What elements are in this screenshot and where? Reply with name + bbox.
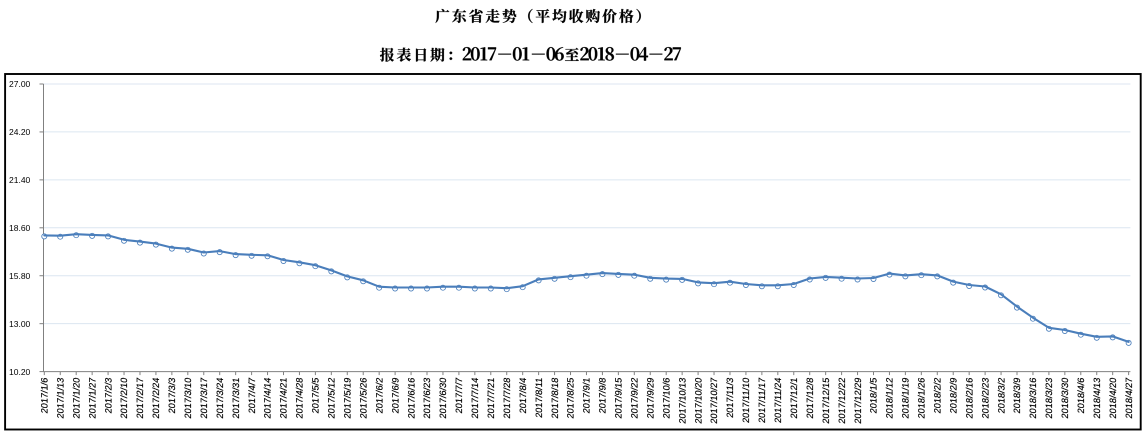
svg-text:2018/4/13: 2018/4/13: [1092, 377, 1102, 419]
svg-text:2017/1/20: 2017/1/20: [71, 377, 81, 419]
svg-text:2017/10/6: 2017/10/6: [661, 377, 671, 419]
svg-text:2017/4/7: 2017/4/7: [247, 377, 257, 414]
svg-text:2018/4/27: 2018/4/27: [1124, 377, 1134, 419]
svg-text:2017/10/13: 2017/10/13: [677, 377, 687, 424]
svg-text:2018/1/19: 2018/1/19: [901, 377, 911, 419]
svg-text:2018/3/9: 2018/3/9: [1012, 377, 1022, 414]
svg-text:2018/3/2: 2018/3/2: [996, 377, 1006, 414]
svg-text:2018/3/23: 2018/3/23: [1044, 377, 1054, 419]
svg-text:2017/9/1: 2017/9/1: [582, 377, 592, 414]
svg-text:13.00: 13.00: [9, 319, 31, 329]
svg-text:2017/6/30: 2017/6/30: [438, 377, 448, 419]
svg-text:2018/2/23: 2018/2/23: [980, 377, 990, 419]
svg-text:2018/1/26: 2018/1/26: [917, 377, 927, 419]
svg-text:2017/7/28: 2017/7/28: [502, 377, 512, 419]
svg-text:2017/2/3: 2017/2/3: [103, 377, 113, 414]
svg-text:2017/1/13: 2017/1/13: [55, 377, 65, 419]
svg-text:2018/3/16: 2018/3/16: [1028, 377, 1038, 419]
svg-text:2018/4/20: 2018/4/20: [1108, 377, 1118, 419]
svg-text:2017/3/17: 2017/3/17: [199, 377, 209, 419]
svg-text:2017/6/2: 2017/6/2: [374, 377, 384, 414]
svg-text:2017/12/15: 2017/12/15: [821, 377, 831, 424]
svg-text:2017/4/21: 2017/4/21: [279, 377, 289, 419]
svg-text:2017/11/10: 2017/11/10: [741, 377, 751, 424]
svg-text:15.80: 15.80: [9, 271, 31, 281]
svg-text:2017/6/16: 2017/6/16: [406, 377, 416, 419]
svg-text:27.00: 27.00: [9, 79, 31, 89]
svg-text:2017/7/7: 2017/7/7: [454, 377, 464, 414]
svg-text:2017/12/1: 2017/12/1: [789, 377, 799, 419]
svg-text:2017/11/17: 2017/11/17: [757, 377, 767, 424]
svg-text:2017/11/24: 2017/11/24: [773, 377, 783, 424]
svg-text:2017/9/22: 2017/9/22: [630, 377, 640, 419]
svg-text:2018/3/30: 2018/3/30: [1060, 377, 1070, 419]
svg-text:2017/2/17: 2017/2/17: [135, 377, 145, 419]
svg-text:2018/1/12: 2018/1/12: [885, 377, 895, 419]
svg-text:2017/2/10: 2017/2/10: [119, 377, 129, 419]
svg-text:2017/12/22: 2017/12/22: [837, 377, 847, 424]
svg-text:2017/3/10: 2017/3/10: [183, 377, 193, 419]
svg-text:2018/2/9: 2018/2/9: [948, 377, 958, 414]
svg-text:2017/8/18: 2017/8/18: [550, 377, 560, 419]
svg-text:2017/10/27: 2017/10/27: [709, 377, 719, 424]
svg-text:2017/6/9: 2017/6/9: [390, 377, 400, 414]
svg-text:2017/7/14: 2017/7/14: [470, 377, 480, 419]
svg-text:2017/9/29: 2017/9/29: [645, 377, 655, 419]
svg-text:2017/8/11: 2017/8/11: [534, 377, 544, 418]
svg-text:2017/10/20: 2017/10/20: [693, 377, 703, 424]
svg-text:2017/5/12: 2017/5/12: [327, 377, 337, 419]
svg-text:18.60: 18.60: [9, 223, 31, 233]
svg-text:2017/12/8: 2017/12/8: [805, 377, 815, 419]
svg-text:2017/5/5: 2017/5/5: [311, 377, 321, 414]
svg-text:2017/9/8: 2017/9/8: [598, 377, 608, 414]
svg-text:2017/3/3: 2017/3/3: [167, 377, 177, 414]
svg-text:2017/7/21: 2017/7/21: [486, 377, 496, 419]
svg-text:2018/2/2: 2018/2/2: [933, 377, 943, 414]
svg-text:2017/4/14: 2017/4/14: [263, 377, 273, 419]
svg-text:2017/11/3: 2017/11/3: [725, 377, 735, 418]
svg-text:10.20: 10.20: [9, 367, 31, 377]
svg-text:2017/12/29: 2017/12/29: [853, 377, 863, 424]
svg-text:2017/3/24: 2017/3/24: [215, 377, 225, 419]
svg-text:2017/2/24: 2017/2/24: [151, 377, 161, 419]
svg-text:2017/9/15: 2017/9/15: [614, 377, 624, 419]
svg-text:2018/4/6: 2018/4/6: [1076, 377, 1086, 414]
svg-text:2017/8/25: 2017/8/25: [566, 377, 576, 419]
svg-text:2018/1/5: 2018/1/5: [869, 377, 879, 414]
svg-text:21.40: 21.40: [9, 175, 31, 185]
svg-text:2017/1/27: 2017/1/27: [87, 377, 97, 419]
svg-text:2017/3/31: 2017/3/31: [231, 377, 241, 419]
svg-text:2017/5/26: 2017/5/26: [358, 377, 368, 419]
svg-text:2017/4/28: 2017/4/28: [295, 377, 305, 419]
svg-text:2017/6/23: 2017/6/23: [422, 377, 432, 419]
svg-text:24.20: 24.20: [9, 127, 31, 137]
svg-text:2017/8/4: 2017/8/4: [518, 377, 528, 414]
svg-text:2018/2/16: 2018/2/16: [964, 377, 974, 419]
svg-text:2017/1/6: 2017/1/6: [40, 377, 50, 414]
svg-text:2017/5/19: 2017/5/19: [342, 377, 352, 419]
